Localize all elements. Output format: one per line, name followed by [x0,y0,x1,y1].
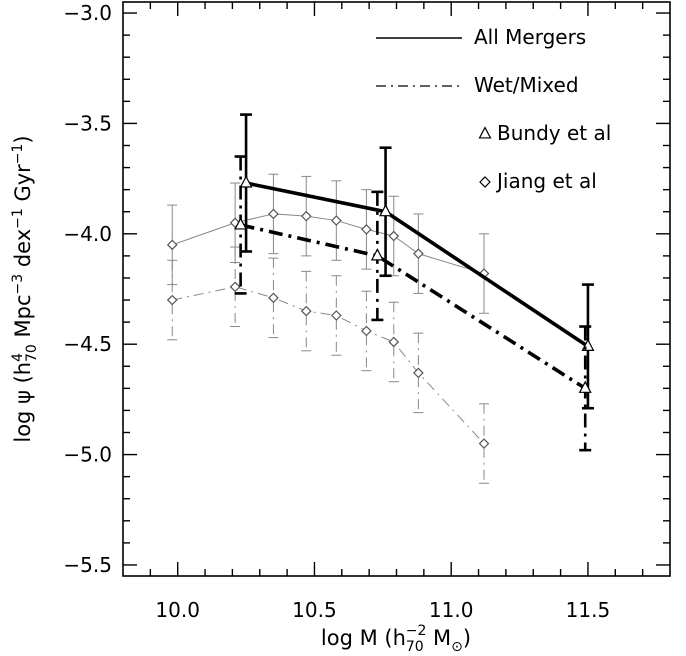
x-tick-label: 10.0 [155,598,200,622]
diamond-marker [479,176,491,188]
diamond-marker [330,310,342,321]
x-tick-label: 11.5 [566,598,611,622]
diamond-marker [268,208,279,220]
legend-label: Wet/Mixed [474,73,579,97]
legend-entry: Bundy et al [478,121,611,145]
triangle-marker [478,126,492,139]
diamond-marker [413,367,424,379]
x-tick-label: 11.0 [429,598,474,622]
diamond-marker [330,215,342,226]
diamond-marker [388,336,400,348]
y-tick-label: −5.0 [63,443,112,467]
legend: All Mergers Wet/Mixed Bundy et al Jiang et … [376,25,611,193]
legend-entry: All Mergers [376,25,586,49]
diamond-marker [361,325,372,337]
y-tick-label: −3.5 [63,111,112,135]
diamond-marker [478,438,490,449]
diamond-marker [388,230,400,242]
triangle-marker [578,380,592,393]
legend-label: Jiang et al [495,169,597,193]
triangle-marker [370,248,384,261]
legend-entry: Jiang et al [479,169,597,193]
diamond-marker [166,239,178,251]
triangle-marker [239,175,253,188]
diamond-marker [300,210,312,222]
y-tick-label: −5.5 [63,553,112,577]
axis-ticks: 10.0 10.5 11.0 11.5 −3.0 −3.5 −4.0 −4.5 −5.0 −5.5 [63,1,670,622]
series-line [245,181,589,348]
x-axis-label: log M (h70−2 M⊙) [321,623,471,655]
series-line [172,286,485,444]
series-0 [239,113,595,410]
plot-area [166,113,595,484]
y-axis-label: log ψ (h470 Mpc−3 dex−1 Gyr−1) [10,135,40,442]
y-tick-label: −3.0 [63,1,112,25]
diamond-marker [166,294,178,306]
x-tick-label: 10.5 [292,598,337,622]
y-tick-label: −4.5 [63,332,112,356]
diamond-marker [413,248,424,260]
diamond-marker [300,305,312,317]
y-tick-label: −4.0 [63,222,112,246]
triangle-marker [234,217,248,230]
triangle-marker [379,204,393,217]
diamond-marker [229,281,241,293]
diamond-marker [268,292,279,304]
series-1 [234,155,592,452]
legend-label: All Mergers [474,25,586,49]
legend-entry: Wet/Mixed [376,73,579,97]
legend-label: Bundy et al [497,121,611,145]
diamond-marker [361,224,372,235]
series-3 [166,246,490,484]
